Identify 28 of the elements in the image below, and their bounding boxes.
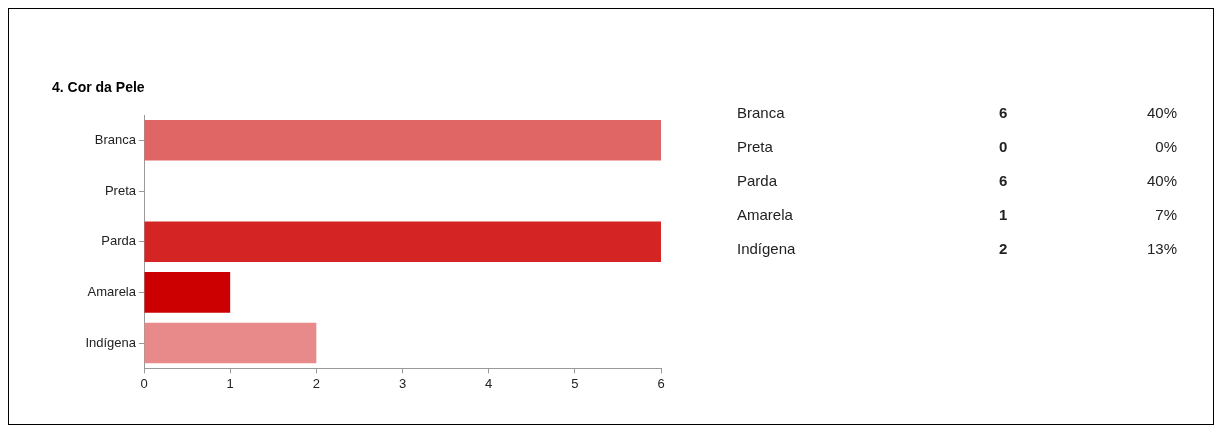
category-label: Indígena — [737, 240, 796, 257]
text: 40% — [1146, 172, 1177, 189]
x-tick-label: 0 — [140, 375, 148, 391]
x-tick-label: 6 — [657, 375, 665, 391]
x-tick-label: 3 — [398, 375, 407, 391]
category-label: Branca — [737, 104, 785, 121]
y-tick-label: Amarela — [87, 283, 137, 299]
text: 0% — [1155, 138, 1177, 155]
y-tick-label: Preta — [104, 182, 137, 198]
y-tick-label: Parda — [101, 233, 137, 249]
text: 2 — [999, 240, 1008, 257]
category-label: Preta — [737, 138, 773, 155]
x-tick-label: 2 — [312, 375, 320, 391]
text: 6 — [999, 172, 1008, 189]
x-tick-label: 4 — [485, 375, 493, 391]
chart-title: 4. Cor da Pele — [52, 79, 145, 95]
x-tick-label: 5 — [571, 375, 579, 391]
category-label: Parda — [737, 172, 778, 189]
text: 40% — [1146, 104, 1177, 121]
text: 7% — [1155, 206, 1177, 223]
category-label: Amarela — [737, 206, 793, 223]
text: 1 — [999, 206, 1008, 223]
y-tick-label: Indígena — [85, 334, 137, 350]
text: 6 — [999, 104, 1008, 121]
y-tick-label: Branca — [94, 131, 137, 147]
x-tick-label: 1 — [226, 375, 234, 391]
text: 13% — [1146, 240, 1177, 257]
text: 0 — [999, 138, 1008, 155]
